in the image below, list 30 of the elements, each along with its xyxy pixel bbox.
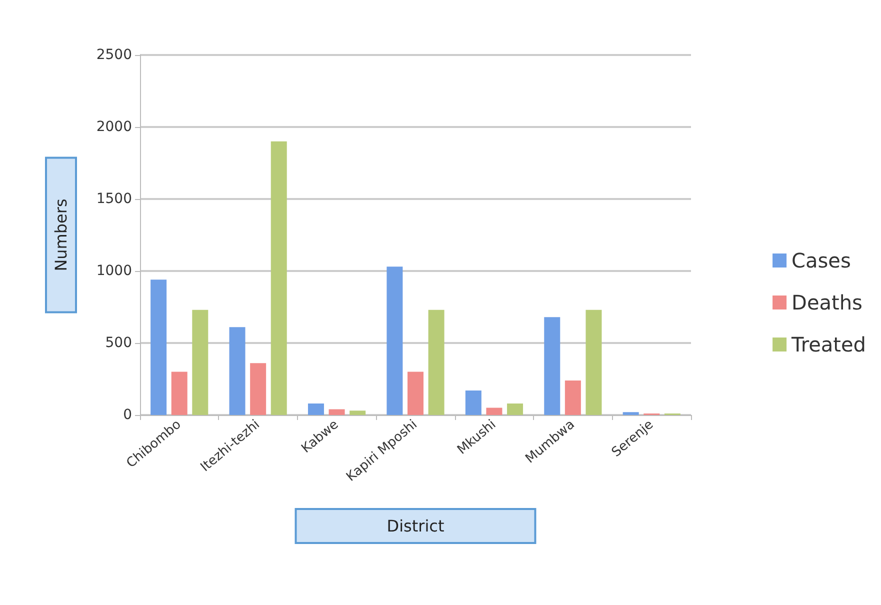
y-tick-label: 1500: [96, 191, 132, 207]
bar: [171, 372, 188, 415]
y-tick-label: 0: [123, 407, 132, 423]
bar: [350, 410, 366, 415]
bar: [229, 327, 246, 415]
legend-label: Deaths: [792, 290, 862, 314]
bar: [270, 141, 287, 415]
bar: [150, 280, 167, 415]
bar: [486, 408, 502, 415]
x-axis-title: District: [386, 516, 444, 536]
bar: [507, 403, 524, 415]
y-tick-label: 1000: [96, 263, 132, 279]
bar: [250, 363, 266, 415]
bar: [465, 390, 482, 415]
bar: [428, 310, 444, 415]
bar: [544, 317, 560, 415]
bar: [564, 380, 581, 415]
bar: [308, 403, 324, 415]
bar: [386, 266, 403, 415]
bar: [192, 310, 208, 415]
bar: [328, 409, 345, 415]
bar: [622, 412, 639, 415]
y-tick-label: 2000: [96, 119, 132, 135]
legend-label: Treated: [790, 332, 866, 356]
legend-label: Cases: [792, 248, 851, 272]
y-tick-label: 500: [105, 335, 132, 351]
y-tick-label: 2500: [96, 47, 132, 63]
y-axis-title: Numbers: [52, 198, 70, 272]
bar: [586, 310, 602, 415]
bar: [408, 372, 424, 415]
